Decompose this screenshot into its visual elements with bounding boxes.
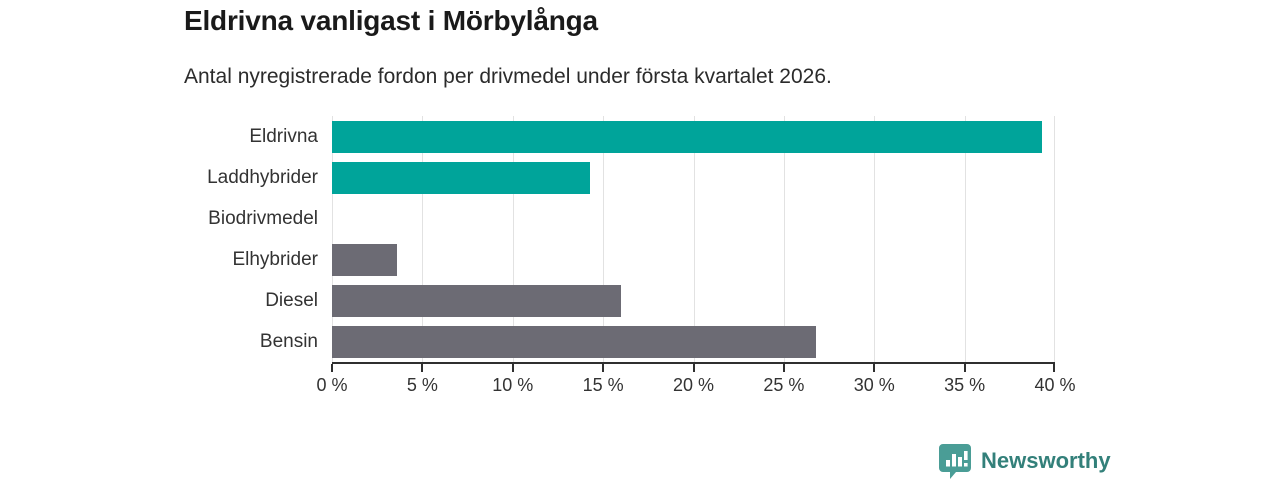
gridline <box>964 116 966 362</box>
tick-mark <box>873 364 876 372</box>
tick-mark <box>782 364 785 372</box>
category-label: Bensin <box>259 330 318 352</box>
chart-title: Eldrivna vanligast i Mörbylånga <box>184 5 598 36</box>
tick-mark <box>421 364 424 372</box>
gridline <box>1054 116 1055 362</box>
tick-mark <box>692 364 695 372</box>
gridline <box>693 116 695 362</box>
x-axis: 0 % 5 % 10 % 15 % 20 % 25 % 30 % 35 % 40 % <box>316 364 1076 398</box>
tick-mark <box>602 364 605 372</box>
category-axis: Eldrivna Laddhybrider Biodrivmedel Elhybrid… <box>0 116 318 362</box>
tick-label: 30 % <box>853 375 895 395</box>
gridline <box>512 116 514 362</box>
gridline <box>874 116 876 362</box>
plot-area <box>332 116 1055 364</box>
tick-label: 0 % <box>316 375 348 395</box>
tick-mark <box>1053 364 1055 372</box>
tick-label: 15 % <box>582 375 624 395</box>
bar-elhybrider <box>332 243 398 276</box>
tick-label: 35 % <box>944 375 986 395</box>
tick-mark <box>331 364 333 372</box>
newsworthy-bar-chart-bubble-icon <box>938 443 972 479</box>
gridline <box>603 116 605 362</box>
gridline <box>422 116 424 362</box>
gridline <box>783 116 785 362</box>
chart-subtitle: Antal nyregistrerade fordon per drivmede… <box>184 65 832 88</box>
category-label: Biodrivmedel <box>208 207 318 229</box>
bar-diesel <box>332 284 622 317</box>
tick-label: 40 % <box>1034 375 1076 395</box>
brand-logo: Newsworthy <box>938 443 1111 479</box>
tick-label: 25 % <box>763 375 805 395</box>
category-label: Diesel <box>265 289 318 311</box>
bar-bensin <box>332 325 817 358</box>
gridline <box>332 116 333 362</box>
bar-laddhybrider <box>332 161 591 194</box>
category-label: Elhybrider <box>232 248 318 270</box>
tick-label: 10 % <box>492 375 534 395</box>
category-label: Laddhybrider <box>207 166 318 188</box>
tick-label: 5 % <box>406 375 438 395</box>
brand-name: Newsworthy <box>981 448 1111 473</box>
tick-mark <box>511 364 514 372</box>
bar-eldrivna <box>332 120 1043 153</box>
tick-mark <box>963 364 966 372</box>
category-label: Eldrivna <box>249 125 318 147</box>
tick-label: 20 % <box>672 375 715 395</box>
